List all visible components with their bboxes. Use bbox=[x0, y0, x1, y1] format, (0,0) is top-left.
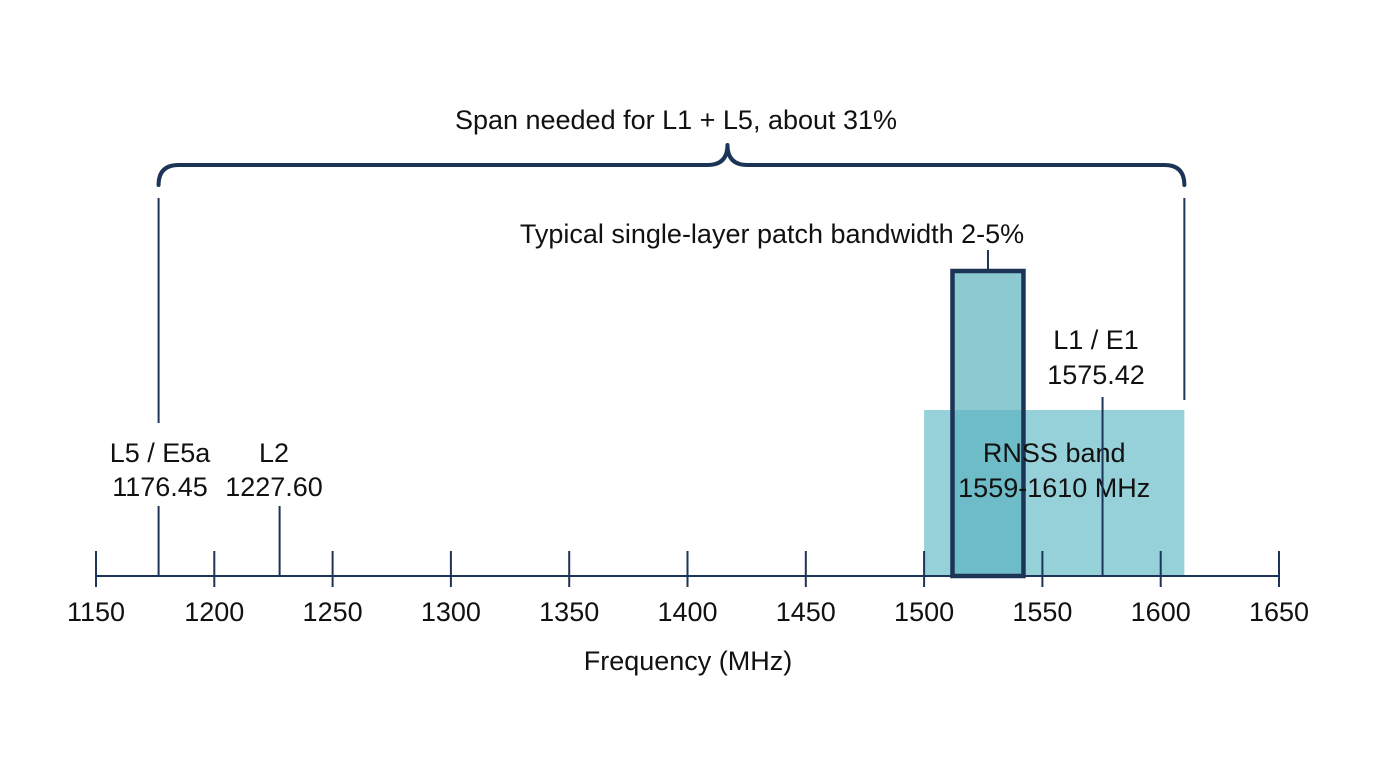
span-bracket bbox=[156, 143, 1187, 187]
tick-label-1400: 1400 bbox=[657, 597, 717, 627]
signal-name-l2: L2 bbox=[259, 438, 289, 468]
signal-freq-l5: 1176.45 bbox=[112, 472, 208, 502]
tick-label-1200: 1200 bbox=[184, 597, 244, 627]
tick-label-1150: 1150 bbox=[67, 597, 125, 627]
tick-label-1350: 1350 bbox=[539, 597, 599, 627]
tick-label-1650: 1650 bbox=[1249, 597, 1309, 627]
signal-name-l5: L5 / E5a bbox=[110, 438, 212, 468]
tick-label-1550: 1550 bbox=[1012, 597, 1072, 627]
tick-label-1500: 1500 bbox=[894, 597, 954, 627]
rnss-band-label: RNSS band bbox=[983, 438, 1126, 468]
signal-markers: L5 / E5a 1176.45 L2 1227.60 L1 / E1 1575.42 bbox=[110, 325, 1145, 576]
signal-name-l1: L1 / E1 bbox=[1053, 325, 1139, 355]
axis-label: Frequency (MHz) bbox=[584, 646, 793, 676]
tick-label-1450: 1450 bbox=[776, 597, 836, 627]
signal-freq-l1: 1575.42 bbox=[1047, 360, 1145, 390]
rnss-band-range: 1559-1610 MHz bbox=[958, 473, 1150, 503]
axis-ticks: 1150 1200 1250 1300 1350 1400 1450 1500 1550 1600… bbox=[67, 551, 1309, 627]
patch-bandwidth-box bbox=[950, 268, 1026, 579]
patch-bandwidth-label: Typical single-layer patch bandwidth 2-5… bbox=[520, 219, 1024, 249]
tick-label-1300: 1300 bbox=[421, 597, 481, 627]
signal-freq-l2: 1227.60 bbox=[225, 472, 323, 502]
tick-label-1250: 1250 bbox=[303, 597, 363, 627]
span-label: Span needed for L1 + L5, about 31% bbox=[455, 105, 897, 135]
tick-label-1600: 1600 bbox=[1131, 597, 1191, 627]
